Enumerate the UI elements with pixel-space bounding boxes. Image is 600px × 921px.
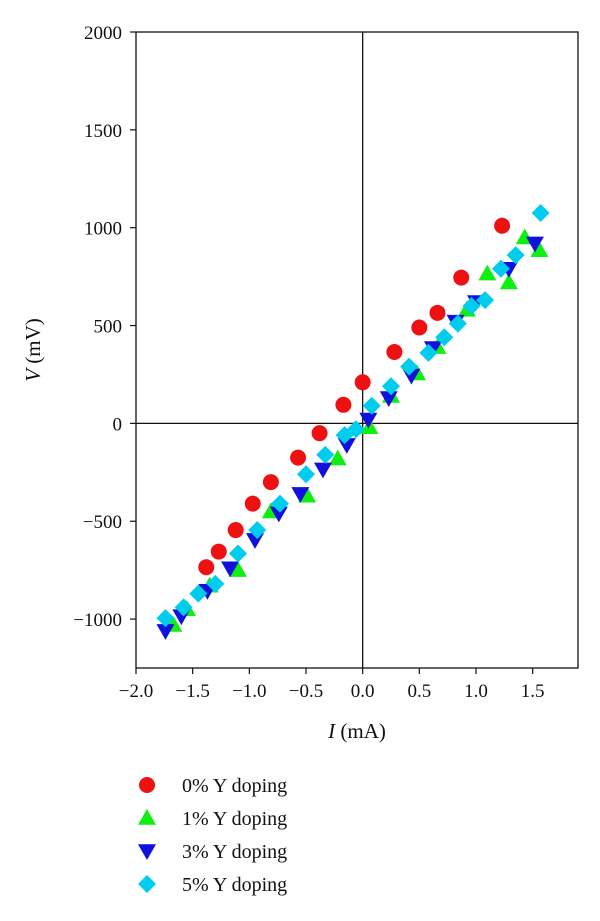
data-point [354, 374, 371, 391]
data-point [314, 462, 332, 479]
data-point [229, 544, 247, 563]
data-point [227, 522, 244, 539]
data-point [478, 264, 497, 281]
data-point [411, 319, 428, 336]
x-tick-label: −0.5 [289, 681, 323, 702]
y-axis-unit: (mV) [21, 318, 45, 369]
legend-label: 1% Y doping [182, 808, 287, 830]
legend-label: 3% Y doping [182, 841, 287, 863]
legend-label: 5% Y doping [182, 874, 287, 896]
y-axis-label: V (mV) [21, 318, 45, 382]
data-point [221, 561, 240, 578]
plot-frame [135, 31, 579, 669]
data-point [206, 574, 225, 593]
data-point [246, 533, 264, 549]
x-tick-label: 1.5 [521, 681, 545, 702]
data-point [269, 506, 288, 523]
data-point [311, 425, 328, 442]
data-point [494, 217, 511, 234]
data-point [346, 420, 365, 439]
data-point [491, 259, 510, 278]
data-point [337, 438, 356, 454]
data-point [448, 314, 467, 333]
data-point [328, 449, 347, 466]
legend-item: 5% Y doping [138, 874, 287, 896]
data-point [270, 494, 289, 513]
legend-marker [138, 844, 156, 860]
data-point [316, 445, 335, 464]
data-point [379, 391, 398, 407]
x-axis-ticks: −2.0 −1.5 −1.0 −0.5 0.0 0.5 1.0 1.5 [119, 668, 545, 702]
data-point [244, 495, 261, 512]
legend-marker [138, 875, 156, 893]
data-point [210, 543, 227, 560]
data-point [400, 357, 419, 376]
data-point [531, 204, 550, 223]
data-point [382, 377, 400, 396]
y-tick-label: 500 [94, 317, 123, 338]
data-point [362, 396, 381, 415]
x-tick-label: −1.5 [175, 681, 209, 702]
data-point [419, 343, 438, 362]
data-point [156, 609, 175, 628]
legend-item: 1% Y doping [138, 808, 287, 830]
y-axis-ticks: −1000 −500 0 500 1000 1500 2000 [73, 23, 136, 631]
x-axis-symbol: I [327, 719, 336, 743]
x-axis-label: I (mA) [327, 719, 386, 743]
data-point [174, 598, 193, 617]
y-tick-label: 0 [113, 414, 123, 435]
data-point [453, 269, 470, 286]
data-point [506, 246, 525, 265]
data-point [189, 584, 208, 603]
data-point [291, 487, 310, 503]
data-point [476, 291, 495, 310]
data-point [335, 396, 352, 413]
data-points [156, 204, 550, 640]
series-3 [156, 204, 550, 628]
x-tick-label: 1.0 [464, 681, 488, 702]
legend: 0% Y doping 1% Y doping 3% Y doping 5% Y do… [138, 775, 287, 896]
x-tick-label: −1.0 [232, 681, 266, 702]
series-0 [198, 217, 511, 576]
data-point [499, 273, 518, 290]
legend-marker [139, 777, 155, 793]
x-axis-unit: (mA) [335, 719, 386, 743]
data-point [262, 474, 279, 491]
x-tick-label: 0.5 [407, 681, 431, 702]
x-tick-label: −2.0 [119, 681, 153, 702]
y-tick-label: −1000 [73, 610, 122, 631]
data-point [530, 241, 549, 257]
data-point [435, 328, 454, 347]
data-point [462, 296, 481, 315]
legend-item: 3% Y doping [138, 841, 287, 863]
y-tick-label: −500 [83, 512, 122, 533]
data-point [229, 561, 247, 577]
y-axis-symbol: V [21, 367, 45, 382]
x-tick-label: 0.0 [351, 681, 375, 702]
data-point [156, 624, 175, 640]
data-point [297, 465, 315, 484]
y-tick-label: 1500 [84, 121, 122, 142]
data-point [290, 449, 307, 466]
data-point [429, 304, 446, 321]
y-tick-label: 2000 [84, 23, 122, 44]
data-point [525, 236, 544, 253]
legend-label: 0% Y doping [182, 775, 287, 797]
legend-item: 0% Y doping [139, 775, 287, 797]
data-point [386, 343, 403, 360]
data-point [248, 521, 267, 540]
data-point [198, 559, 215, 576]
y-tick-label: 1000 [84, 219, 122, 240]
legend-marker [138, 809, 156, 825]
data-point [359, 412, 378, 429]
